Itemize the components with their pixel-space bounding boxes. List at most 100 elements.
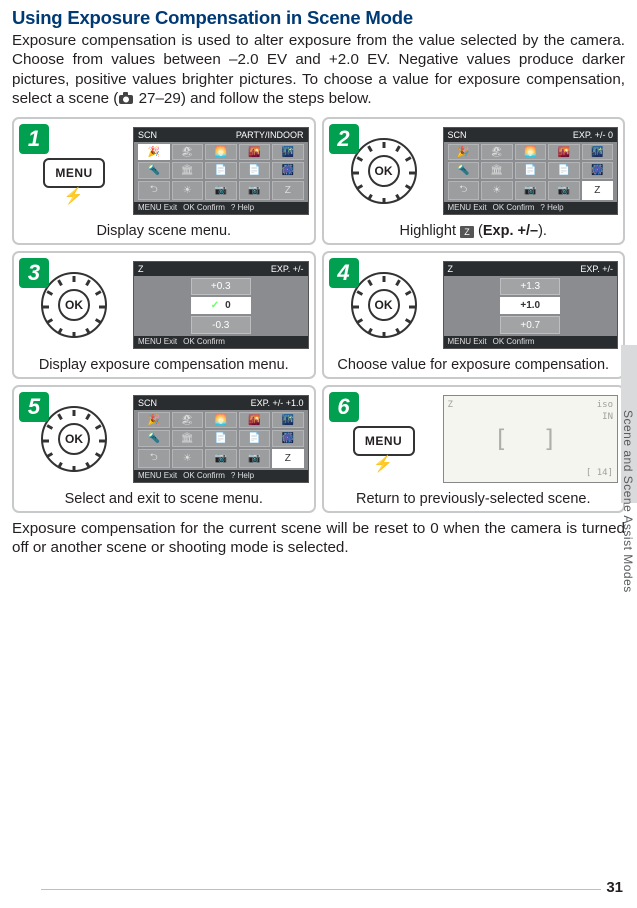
scene-cell: 🏖 (481, 144, 513, 161)
exp-row: -0.3 (191, 316, 251, 333)
flash-icon: ⚡ (64, 186, 84, 206)
scene-cell: 🎉 (138, 144, 170, 161)
lcd-top-left: SCN (138, 130, 157, 140)
exp-row: +1.0 (500, 297, 560, 314)
step-caption: Select and exit to scene menu. (14, 491, 314, 507)
ok-center: OK (368, 289, 400, 321)
step-card-2: 2OKSCNEXP. +/- 0MENU ExitOK Confirm? Hel… (322, 117, 626, 245)
lcd-bottombar: MENU Exit OK Confirm ? Help (444, 202, 618, 214)
card-body: MENU⚡[ ]ZisoIN[ 14] (329, 392, 619, 486)
scene-cell: 🔦 (448, 162, 480, 179)
scene-cell: 🏛 (172, 162, 204, 179)
scene-cell: ☀ (172, 449, 204, 468)
lcd-hint: ? Help (231, 471, 254, 480)
step-number: 1 (19, 124, 49, 154)
lcd-hint: MENU Exit (448, 337, 487, 346)
step-caption: Return to previously-selected scene. (324, 491, 624, 507)
exp-row: +0.7 (500, 316, 560, 333)
ok-dial-illus: OK (351, 272, 417, 338)
scene-cell: 🏖 (172, 412, 204, 429)
lcd-hint: OK Confirm (493, 203, 535, 212)
scene-cell: 🔦 (138, 430, 170, 447)
card-body: OK SCNEXP. +/- +1.0MENU ExitOK Confirm? H… (19, 392, 309, 486)
cap-bold: Exp. +/– (483, 223, 538, 239)
lcd-top-right: EXP. +/- (580, 264, 613, 274)
steps-grid: 1MENU⚡SCNPARTY/INDOORMENU ExitOK Confirm… (12, 117, 625, 513)
lcd-top-left: SCN (448, 130, 467, 140)
side-label: Scene and Scene Assist Modes (621, 410, 635, 593)
lcd-hint: OK Confirm (183, 203, 225, 212)
exp-value-list: +0.30-0.3 (191, 278, 251, 334)
scene-cell: 🎆 (272, 430, 304, 447)
lcd-hint: OK Confirm (183, 337, 225, 346)
menu-button-illus: MENU⚡ (353, 426, 415, 456)
scene-cell: 🌇 (548, 144, 580, 161)
step-card-5: 5 OK SCNEXP. +/- +1.0MENU ExitOK Confirm? … (12, 385, 316, 513)
cap-prefix: Highlight (400, 223, 460, 239)
menu-lcd: ZEXP. +/-MENU ExitOK Confirm+0.30-0.3 (133, 261, 309, 349)
lcd-hint: ? Help (540, 203, 563, 212)
cap-suffix: ). (538, 223, 547, 239)
scene-cell: 🔦 (138, 162, 170, 179)
scene-cell: 📷 (205, 449, 237, 468)
step-caption: Display scene menu. (14, 223, 314, 239)
ok-center: OK (58, 423, 90, 455)
camera-icon (118, 91, 134, 105)
step-number: 5 (19, 392, 49, 422)
menu-lcd: SCNEXP. +/- +1.0MENU ExitOK Confirm? Hel… (133, 395, 309, 483)
scene-cell: 📄 (205, 430, 237, 447)
step-card-1: 1MENU⚡SCNPARTY/INDOORMENU ExitOK Confirm… (12, 117, 316, 245)
scene-cell: ☀ (481, 181, 513, 200)
scene-cell: 📷 (515, 181, 547, 200)
lcd-top-left: Z (448, 264, 454, 274)
lcd-bottombar: MENU ExitOK Confirm? Help (134, 470, 308, 482)
scene-cell: 📄 (239, 162, 271, 179)
cap-mid: ( (474, 223, 483, 239)
scene-cell: Z (582, 181, 614, 200)
scene-icon-grid: 🎉🏖🌅🌇🌃🔦🏛📄📄🎆⮌☀📷📷Z (138, 144, 304, 200)
step-number: 3 (19, 258, 49, 288)
lcd-hint: MENU Exit (138, 203, 177, 212)
page-heading: Using Exposure Compensation in Scene Mod… (12, 7, 625, 29)
intro-paragraph: Exposure compensation is used to alter e… (12, 31, 625, 109)
footer-rule (41, 889, 601, 890)
scene-cell: 🎉 (138, 412, 170, 429)
scene-cell: 🌅 (205, 412, 237, 429)
exp-row: +1.3 (500, 278, 560, 295)
lcd-bottombar: MENU Exit OK Confirm (444, 336, 618, 348)
scene-cell: 📷 (548, 181, 580, 200)
exp-value-list: +1.3 +1.0 +0.7 (500, 278, 560, 334)
lcd-top-left: SCN (138, 398, 157, 408)
scene-cell: ⮌ (448, 181, 480, 200)
scene-cell: 🌅 (515, 144, 547, 161)
card-body: MENU⚡SCNPARTY/INDOORMENU ExitOK Confirm?… (19, 124, 309, 218)
step-number: 2 (329, 124, 359, 154)
lcd-hint: MENU Exit (448, 203, 487, 212)
scene-cell: Z (272, 181, 304, 200)
lcd-z-icon: Z (448, 400, 453, 410)
scene-cell: 🏛 (481, 162, 513, 179)
scene-cell: 📄 (205, 162, 237, 179)
scene-cell: ⮌ (138, 181, 170, 200)
intro-ref: 27–29 (134, 90, 180, 107)
exp-comp-icon: Z (460, 226, 474, 238)
scene-icon-grid: 🎉🏖🌅🌇🌃🔦🏛📄📄🎆⮌☀📷📷Z (448, 144, 614, 200)
step-caption: Choose value for exposure compensation. (324, 357, 624, 373)
lcd-hint: OK Confirm (493, 337, 535, 346)
menu-button-illus: MENU⚡ (43, 158, 105, 188)
menu-lcd: SCNPARTY/INDOORMENU ExitOK Confirm? Help… (133, 127, 309, 215)
lcd-in: IN (602, 412, 613, 422)
shooting-lcd: [ ]ZisoIN[ 14] (443, 395, 619, 483)
af-brackets: [ ] (494, 425, 567, 453)
step-card-4: 4OKZEXP. +/-MENU ExitOK Confirm+1.3+1.0+… (322, 251, 626, 379)
step-number: 4 (329, 258, 359, 288)
page-number: 31 (606, 879, 623, 896)
lcd-top-right: EXP. +/- (271, 264, 304, 274)
card-body: OK Z EXP. +/- MENU Exit OK Confirm +1.3 +1.0 +0… (329, 258, 619, 352)
step-card-3: 3OKZEXP. +/-MENU ExitOK Confirm+0.30-0.3… (12, 251, 316, 379)
scene-icon-grid: 🎉🏖🌅🌇🌃🔦🏛📄📄🎆⮌☀📷📷Z (138, 412, 304, 468)
ok-center: OK (58, 289, 90, 321)
scene-cell: 🌃 (272, 144, 304, 161)
lcd-titlebar: Z EXP. +/- (444, 262, 618, 276)
lcd-iso: iso (597, 400, 613, 410)
